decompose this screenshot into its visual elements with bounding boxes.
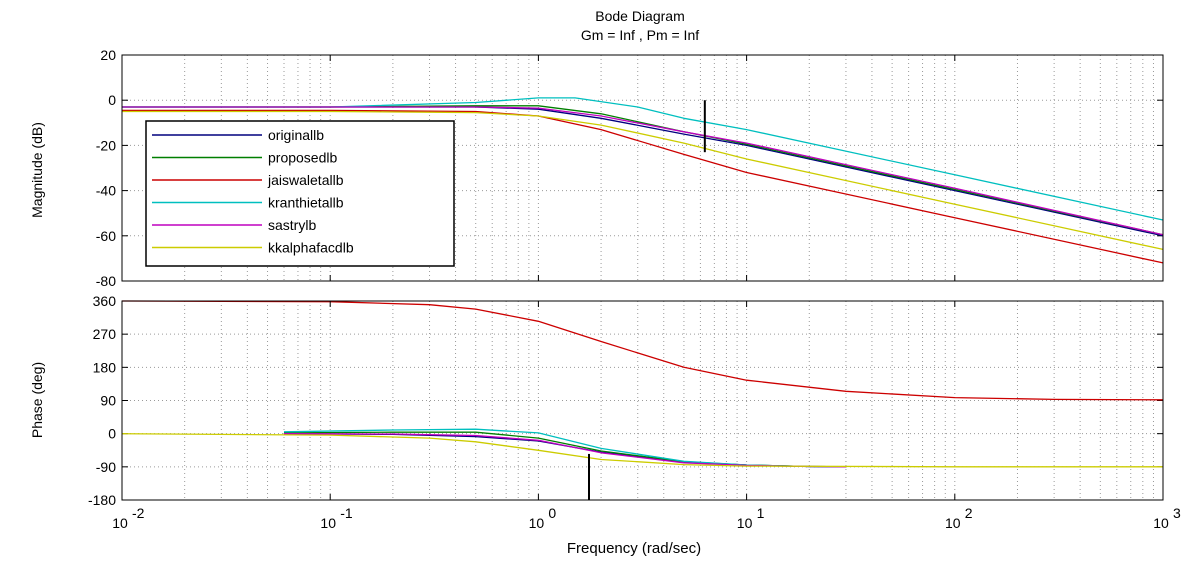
x-tick-exponent: -1 xyxy=(340,505,353,521)
phase-panel: 360 270 180 90 0 -90 -180 xyxy=(88,293,1164,508)
x-tick-exponent: 1 xyxy=(757,505,765,521)
y-tick-label: -20 xyxy=(96,137,116,153)
y-tick-label: -80 xyxy=(96,273,116,289)
x-tick-label: 10 xyxy=(112,515,128,531)
x-axis-label: Frequency (rad/sec) xyxy=(567,540,701,557)
x-tick-exponent: -2 xyxy=(132,505,145,521)
y-tick-label: -90 xyxy=(96,459,116,475)
chart-subtitle: Gm = Inf , Pm = Inf xyxy=(581,27,699,43)
magnitude-axes-frame xyxy=(121,54,1164,282)
y-tick-label: 20 xyxy=(100,47,116,63)
y-tick-label: 270 xyxy=(93,326,117,342)
phase-axes-frame xyxy=(121,300,1164,501)
phase-series-jaiswaletallb xyxy=(121,300,1164,401)
x-tick-exponent: 0 xyxy=(548,505,556,521)
magnitude-series-sastrylb xyxy=(122,106,1164,236)
x-tick-exponent: 3 xyxy=(1173,505,1181,521)
legend-label-kranthietallb: kranthietallb xyxy=(268,195,344,211)
x-tick-label: 10 xyxy=(320,515,336,531)
magnitude-axis-label: Magnitude (dB) xyxy=(29,122,45,218)
y-tick-label: -60 xyxy=(96,228,116,244)
magnitude-series-kkalphafacdlb xyxy=(122,110,1164,251)
legend-label-kkalphafacdlb: kkalphafacdlb xyxy=(268,240,354,256)
x-tick-label: 10 xyxy=(1153,515,1169,531)
legend-label-originallb: originallb xyxy=(268,127,324,143)
x-tick-exponent: 2 xyxy=(965,505,973,521)
x-tick-label: 10 xyxy=(737,515,753,531)
y-tick-label: 180 xyxy=(93,359,117,375)
phase-series-kkalphafacdlb xyxy=(121,433,1163,468)
legend-box xyxy=(145,120,455,267)
x-tick-label: 10 xyxy=(529,515,545,531)
y-tick-label: -180 xyxy=(88,492,116,508)
y-tick-label: 90 xyxy=(100,393,116,409)
y-tick-label: -40 xyxy=(96,183,116,199)
magnitude-series-kranthietallb xyxy=(122,97,1164,221)
magnitude-series-jaiswaletallb xyxy=(122,109,1164,264)
y-tick-label: 0 xyxy=(108,426,116,442)
x-tick-label: 10 xyxy=(945,515,961,531)
legend-label-proposedlb: proposedlb xyxy=(268,150,337,166)
chart-title: Bode Diagram xyxy=(595,8,685,24)
y-tick-label: 360 xyxy=(93,293,117,309)
y-tick-label: 0 xyxy=(108,92,116,108)
legend-label-jaiswaletallb: jaiswaletallb xyxy=(267,172,344,188)
phase-axis-label: Phase (deg) xyxy=(29,362,45,438)
legend-label-sastrylb: sastrylb xyxy=(268,217,316,233)
legend: originallb proposedlb jaiswaletallb kranthi… xyxy=(145,120,455,267)
